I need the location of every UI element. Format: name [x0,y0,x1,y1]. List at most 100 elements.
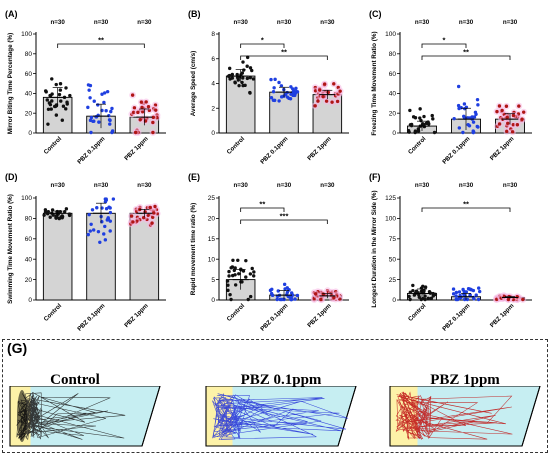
data-point [456,103,461,108]
chart-panel: (C) Freezing Time Movement Ratio (%) 0 20 40… [369,9,532,166]
data-point [235,72,239,77]
data-point [418,107,422,111]
data-point [237,272,241,276]
data-point [140,110,145,114]
data-point [88,118,93,123]
data-point [419,289,424,294]
y-tick-label: 60 [25,236,33,243]
n-label: n=30 [415,19,430,26]
data-point [230,72,235,77]
y-tick-label: 20 [389,110,397,117]
significance-label: ** [463,48,469,57]
data-point [478,289,482,294]
data-point [457,296,461,301]
data-point [422,289,426,293]
significance-label: ** [259,200,265,209]
data-point [60,118,64,122]
data-point [151,120,155,125]
y-tick-label: 25 [208,195,216,202]
data-point [291,93,295,98]
data-point [244,258,248,263]
y-tick-label: 80 [389,51,397,58]
category-label: PBZ 1ppm [306,302,333,329]
data-point [245,55,250,60]
data-point [407,294,411,299]
data-point [54,215,58,220]
data-point [240,80,244,85]
data-point [432,130,437,135]
data-point [411,115,416,119]
data-point [429,296,434,301]
data-point [100,92,104,96]
data-point [246,297,250,302]
panel-label: (B) [188,9,201,19]
data-point [46,107,51,111]
chart-panel: (D) Swimming Time Movement Ratio (%) 0 20 40… [5,172,166,333]
y-axis-title: Average Speed (cm/s) [190,51,197,117]
data-point [233,273,237,277]
data-point [270,287,274,291]
data-point [242,68,246,72]
data-point [282,282,287,287]
data-point [473,110,478,114]
y-tick-label: 10 [208,256,216,263]
data-point [471,120,476,124]
n-label: n=30 [234,182,249,189]
data-point [466,122,470,127]
data-point [48,215,52,219]
data-point [495,109,499,114]
data-point [68,93,72,98]
data-point [54,82,58,87]
data-point [43,210,48,214]
swim-trace [212,393,349,440]
data-point [462,114,466,119]
data-point [245,76,250,81]
data-point [245,64,249,68]
data-point [108,122,112,126]
tracking-tank: PBZ 0.1ppm [205,364,357,447]
y-tick-label: 100 [21,195,32,202]
data-point [287,96,291,101]
bar [225,75,256,134]
y-tick-label: 2 [211,105,215,112]
n-label: n=30 [503,182,518,189]
data-point [50,99,54,103]
data-point [466,116,470,120]
data-point [47,101,52,105]
data-point [58,88,63,92]
data-point [470,115,474,119]
data-point [462,106,467,111]
data-point [427,290,432,294]
data-point [427,122,431,126]
data-point [505,115,509,120]
data-point [226,74,231,78]
significance-bracket [240,43,285,48]
data-point [248,75,252,80]
data-point [324,99,329,103]
data-point [88,229,92,233]
tracking-panel: (G) Control PBZ 0.1ppm PBZ 1ppm [2,339,548,453]
data-point [86,232,91,237]
chart-panel: (E) Rapid movement time ratio (%) 0 5 10 15 20… [188,172,349,333]
data-point [64,207,69,211]
data-point [248,90,252,95]
y-tick-label: 25 [389,277,397,284]
swim-trace [16,391,126,441]
category-label: PBZ 1ppm [489,135,516,162]
y-axis-title: Freezing Time Movement Ratio (%) [371,31,378,135]
data-point [138,118,142,122]
y-tick-label: 0 [211,297,215,304]
data-point [227,274,231,278]
data-point [131,110,136,115]
data-point [58,82,63,86]
data-point [457,106,461,111]
data-point [419,297,423,302]
significance-label: ** [98,36,104,45]
data-point [132,106,137,110]
title-backdrop [9,364,161,386]
data-point [335,99,340,104]
y-tick-label: 0 [28,130,32,137]
category-label: PBZ 0.1ppm [259,135,290,166]
data-point [244,275,248,279]
data-point [517,104,521,108]
